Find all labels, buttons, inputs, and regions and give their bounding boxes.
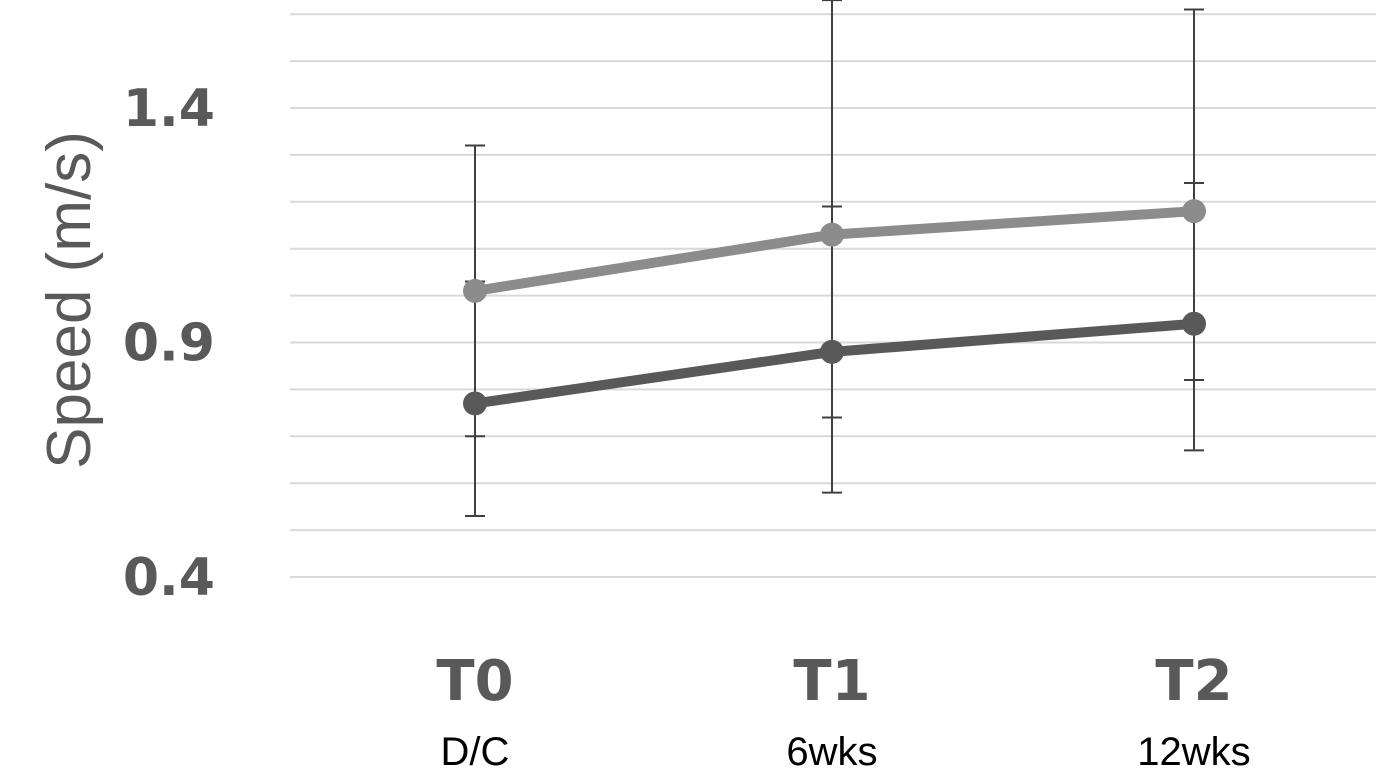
x-tick-label: T2 xyxy=(1155,649,1232,714)
data-point xyxy=(1182,199,1206,224)
data-point xyxy=(463,278,487,303)
data-point xyxy=(463,391,487,416)
data-point xyxy=(820,339,844,364)
x-tick-label: T1 xyxy=(793,649,870,714)
data-point xyxy=(1182,311,1206,336)
y-tick-label: 1.4 xyxy=(123,79,215,139)
x-axis-ticks: T0 D/C T1 6wks T2 12wks xyxy=(436,649,1250,773)
y-axis-ticks: 0.4 0.9 1.4 xyxy=(123,79,215,608)
x-tick-label: T0 xyxy=(436,649,513,714)
x-tick-sublabel: D/C xyxy=(441,730,510,773)
x-tick-sublabel: 12wks xyxy=(1137,730,1250,773)
y-tick-label: 0.9 xyxy=(123,314,215,374)
y-axis-label: Speed (m/s) xyxy=(35,131,104,469)
error-bars xyxy=(465,0,1204,518)
x-tick-sublabel: 6wks xyxy=(786,730,877,773)
data-point xyxy=(820,222,844,247)
y-tick-label: 0.4 xyxy=(123,548,215,608)
data-points xyxy=(463,199,1206,416)
